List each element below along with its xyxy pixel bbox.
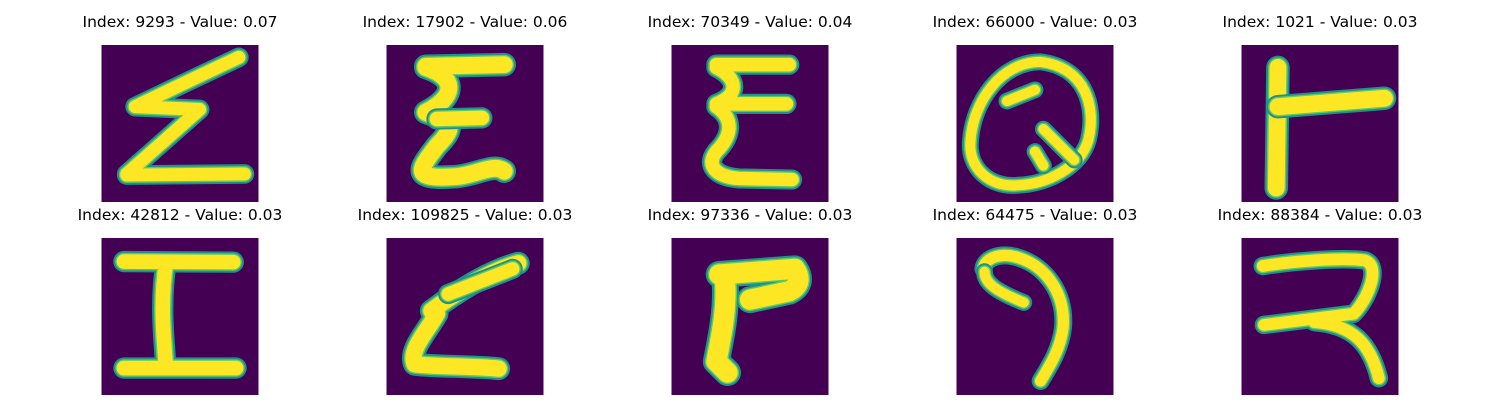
digit-image-thick-f — [671, 238, 829, 395]
digit-image-wavy-e — [386, 45, 544, 202]
glyph-stroke — [1001, 84, 1080, 171]
panel-7: Index: 109825 - Value: 0.03 — [320, 205, 610, 395]
panel-4: Index: 66000 - Value: 0.03 — [890, 12, 1180, 202]
digit-image-letter-q — [956, 45, 1114, 202]
panel-title: Index: 97336 - Value: 0.03 — [647, 206, 853, 224]
digit-image-reversed-r — [1241, 238, 1399, 395]
panel-title: Index: 88384 - Value: 0.03 — [1217, 206, 1423, 224]
panel-3: Index: 70349 - Value: 0.04 — [605, 12, 895, 202]
panel-title: Index: 42812 - Value: 0.03 — [77, 206, 283, 224]
glyph-stroke — [979, 266, 1029, 308]
digit-image-slanted-z — [386, 238, 544, 395]
panel-title: Index: 17902 - Value: 0.06 — [362, 13, 568, 31]
panel-9: Index: 64475 - Value: 0.03 — [890, 205, 1180, 395]
glyph-stroke — [1267, 59, 1287, 197]
glyph-stroke — [413, 56, 513, 186]
digit-image-sideways-t — [1241, 45, 1399, 202]
glyph-stroke — [977, 249, 1069, 387]
panel-10: Index: 88384 - Value: 0.03 — [1175, 205, 1465, 395]
glyph-stroke — [705, 57, 799, 187]
glyph-stroke — [441, 262, 520, 301]
glyph-stroke — [116, 254, 244, 376]
glyph-stroke — [706, 258, 809, 383]
digit-image-hook-stroke — [956, 238, 1114, 395]
glyph-stroke — [965, 56, 1096, 191]
glyph-stroke — [120, 50, 251, 182]
glyph-stroke — [1269, 89, 1393, 116]
panel-2: Index: 17902 - Value: 0.06 — [320, 12, 610, 202]
panel-title: Index: 66000 - Value: 0.03 — [932, 13, 1138, 31]
panel-title: Index: 9293 - Value: 0.07 — [82, 13, 278, 31]
digit-image-zigzag-z — [101, 45, 259, 202]
panel-1: Index: 9293 - Value: 0.07 — [35, 12, 325, 202]
panel-title: Index: 64475 - Value: 0.03 — [932, 206, 1138, 224]
panel-title: Index: 70349 - Value: 0.04 — [647, 13, 853, 31]
glyph-stroke — [1256, 253, 1385, 385]
panel-5: Index: 1021 - Value: 0.03 — [1175, 12, 1465, 202]
panel-8: Index: 97336 - Value: 0.03 — [605, 205, 895, 395]
glyph-stroke — [429, 110, 490, 127]
panel-6: Index: 42812 - Value: 0.03 — [35, 205, 325, 395]
digit-image-letter-i — [101, 238, 259, 395]
panel-title: Index: 109825 - Value: 0.03 — [357, 206, 573, 224]
panel-title: Index: 1021 - Value: 0.03 — [1222, 13, 1418, 31]
digit-image-three-tier-e — [671, 45, 829, 202]
